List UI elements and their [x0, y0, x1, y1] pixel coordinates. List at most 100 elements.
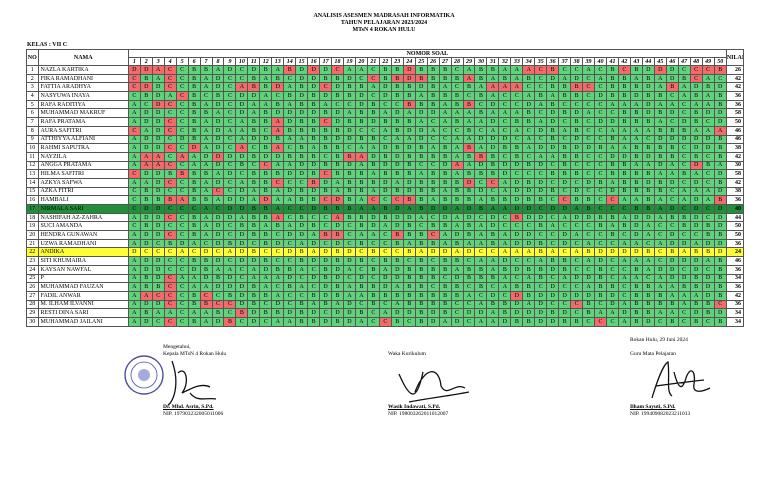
answer-cell: B — [546, 125, 560, 136]
answer-cell: A — [247, 99, 261, 110]
answer-cell: A — [378, 308, 392, 318]
answer-cell: A — [438, 230, 452, 240]
answer-cell: A — [582, 65, 596, 75]
answer-cell: B — [271, 99, 285, 110]
answer-cell: C — [307, 264, 321, 275]
answer-cell: C — [175, 143, 189, 153]
answer-cell: D — [534, 316, 548, 328]
answer-cell: C — [163, 73, 177, 84]
answer-cell: D — [522, 230, 536, 240]
answer-cell: A — [701, 91, 715, 101]
answer-cell: C — [343, 230, 356, 240]
answer-cell: C — [223, 82, 237, 93]
answer-cell: A — [582, 108, 596, 119]
answer-cell: A — [366, 143, 380, 153]
answer-cell: C — [163, 212, 177, 223]
answer-cell: A — [677, 195, 691, 205]
question-number: 45 — [653, 57, 667, 66]
question-number: 2 — [139, 57, 153, 66]
answer-cell: D — [390, 264, 404, 275]
answer-cell: D — [605, 186, 619, 197]
answer-cell: A — [498, 204, 512, 214]
answer-cell: A — [474, 256, 488, 266]
answer-cell: A — [187, 282, 201, 292]
answer-cell: D — [187, 264, 201, 275]
row-number: 13 — [26, 169, 39, 179]
answer-cell: B — [665, 143, 679, 153]
answer-cell: A — [271, 212, 285, 223]
answer-cell: D — [522, 99, 536, 110]
answer-cell: D — [498, 160, 512, 171]
answer-cell: B — [390, 316, 404, 328]
answer-cell: B — [354, 256, 368, 266]
answer-cell: A — [163, 308, 177, 318]
answer-cell: A — [127, 282, 141, 292]
answer-cell: D — [295, 91, 309, 101]
answer-cell: A — [127, 134, 141, 145]
answer-cell: D — [139, 169, 153, 179]
score-value: 36 — [725, 282, 745, 292]
answer-cell: B — [629, 169, 643, 179]
answer-cell: B — [402, 91, 416, 101]
answer-cell: D — [343, 308, 356, 318]
answer-cell: D — [139, 65, 153, 75]
answer-cell: B — [354, 186, 368, 197]
answer-cell: D — [235, 151, 249, 162]
answer-cell: C — [163, 264, 177, 275]
student-row: 18 NASHIFAH AZ-ZAHRA A D D C C B A D D A B B A C B C C A B B D… — [26, 212, 745, 223]
row-number: 15 — [26, 186, 39, 197]
answer-cell: B — [641, 204, 655, 214]
answer-cell: D — [151, 91, 165, 101]
answer-cell: A — [127, 290, 141, 301]
answer-cell: B — [307, 134, 321, 145]
answer-cell: B — [665, 316, 679, 328]
answer-cell: C — [582, 99, 596, 110]
answer-cell: D — [510, 238, 524, 249]
answer-cell: B — [331, 160, 344, 171]
answer-cell: A — [354, 316, 368, 328]
answer-cell: C — [558, 134, 572, 145]
answer-cell: B — [558, 316, 572, 328]
answer-cell: A — [271, 273, 285, 284]
answer-cell: C — [211, 290, 225, 301]
answer-cell: B — [366, 282, 380, 292]
answer-cell: C — [546, 195, 560, 205]
student-name: FIKA RAMADHANI — [37, 73, 129, 84]
answer-cell: B — [235, 221, 249, 232]
answer-cell: C — [653, 247, 667, 258]
answer-cell: D — [331, 273, 344, 284]
answer-cell: B — [689, 299, 703, 310]
answer-cell: B — [247, 212, 261, 223]
answer-cell: D — [247, 134, 261, 145]
answer-cell: B — [151, 282, 165, 292]
answer-cell: B — [247, 230, 261, 240]
answer-cell: B — [546, 65, 560, 75]
answer-cell: A — [199, 177, 213, 188]
answer-cell: C — [510, 273, 524, 284]
answer-cell: D — [689, 134, 703, 145]
answer-cell: A — [653, 204, 667, 214]
answer-cell: B — [319, 143, 333, 153]
answer-cell: B — [187, 212, 201, 223]
answer-cell: B — [570, 125, 584, 136]
answer-cell: C — [522, 125, 536, 136]
answer-cell: D — [665, 273, 679, 284]
answer-cell: D — [151, 169, 165, 179]
answer-cell: A — [283, 99, 297, 110]
answer-cell: C — [139, 99, 153, 110]
answer-cell: B — [617, 221, 631, 232]
answer-cell: A — [486, 204, 500, 214]
answer-cell: B — [594, 282, 607, 292]
answer-cell: C — [223, 256, 237, 266]
answer-cell: B — [343, 195, 356, 205]
answer-cell: A — [582, 282, 596, 292]
answer-cell: D — [462, 204, 476, 214]
answer-cell: C — [701, 212, 715, 223]
row-number: 10 — [26, 143, 39, 153]
answer-cell: A — [235, 134, 249, 145]
answer-cell: C — [582, 186, 596, 197]
student-name: SITI KHUMAIRA — [37, 256, 129, 266]
answer-cell: D — [235, 195, 249, 205]
row-number: 19 — [26, 221, 39, 232]
answer-cell: B — [522, 282, 536, 292]
